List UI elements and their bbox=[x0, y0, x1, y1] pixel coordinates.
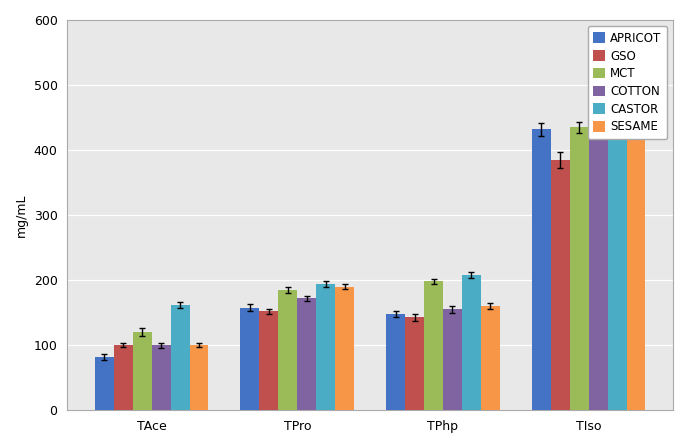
Bar bbox=[151, 345, 171, 410]
Bar bbox=[481, 306, 499, 410]
Bar bbox=[279, 290, 297, 410]
Bar bbox=[462, 275, 481, 410]
Bar bbox=[241, 307, 259, 410]
Bar bbox=[297, 298, 316, 410]
Bar bbox=[133, 332, 151, 410]
Bar bbox=[589, 99, 608, 410]
Bar bbox=[570, 127, 589, 410]
Bar bbox=[551, 160, 570, 410]
Legend: APRICOT, GSO, MCT, COTTON, CASTOR, SESAME: APRICOT, GSO, MCT, COTTON, CASTOR, SESAM… bbox=[588, 26, 667, 139]
Bar bbox=[405, 317, 424, 410]
Bar bbox=[259, 311, 279, 410]
Bar bbox=[335, 287, 354, 410]
Bar bbox=[627, 116, 645, 410]
Bar bbox=[443, 310, 462, 410]
Bar bbox=[532, 129, 551, 410]
Y-axis label: mg/mL: mg/mL bbox=[15, 194, 28, 237]
Bar bbox=[189, 345, 208, 410]
Bar bbox=[424, 281, 443, 410]
Bar bbox=[95, 357, 114, 410]
Bar bbox=[316, 284, 335, 410]
Bar bbox=[114, 345, 133, 410]
Bar bbox=[171, 305, 189, 410]
Bar bbox=[386, 314, 405, 410]
Bar bbox=[608, 91, 627, 410]
